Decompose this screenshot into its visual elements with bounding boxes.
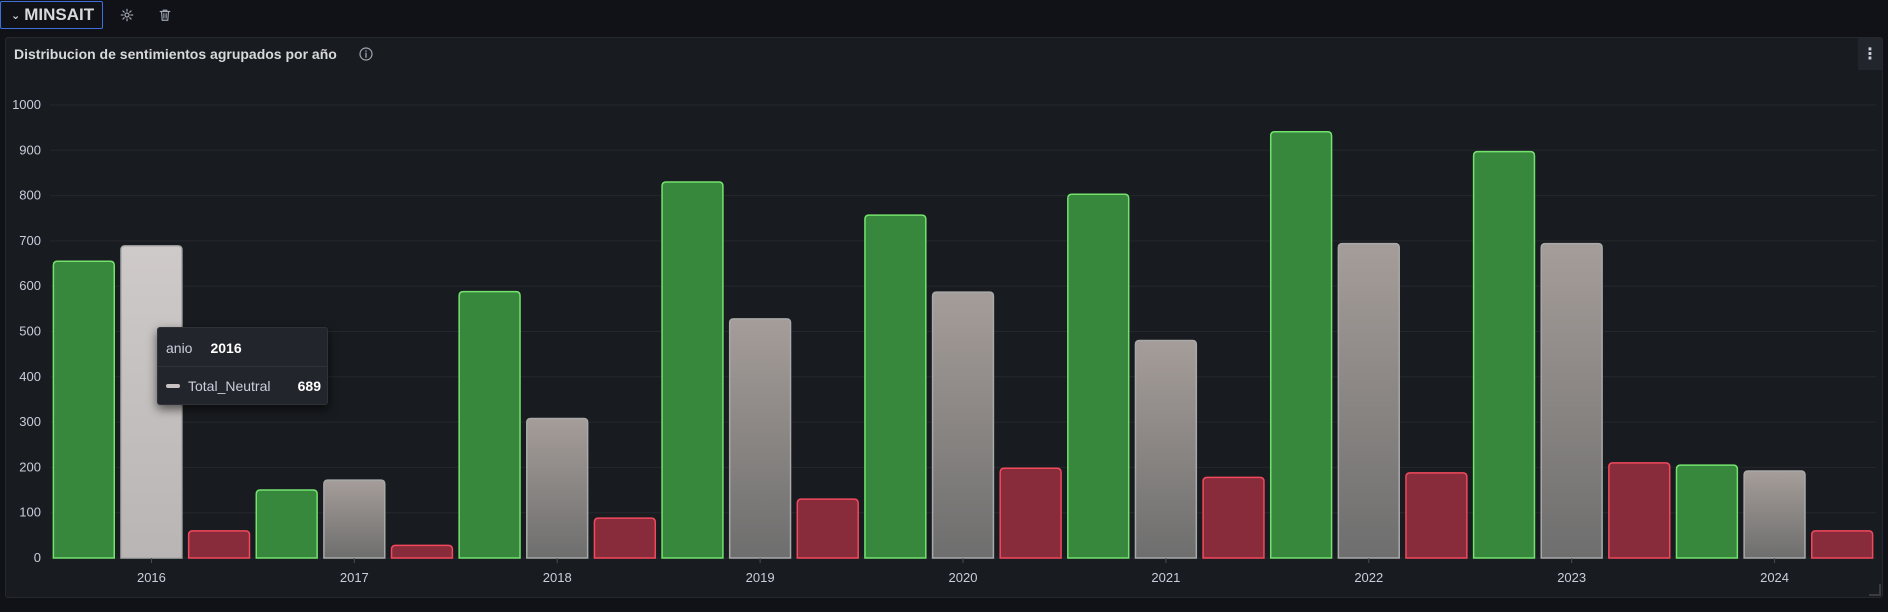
series-swatch (166, 384, 180, 388)
gear-icon[interactable] (113, 1, 141, 29)
y-tick-label: 0 (34, 550, 41, 565)
bar-positive (52, 260, 115, 559)
tooltip-x-label: anio (166, 340, 193, 356)
y-tick-label: 1000 (12, 97, 41, 112)
bar-positive (1472, 150, 1536, 559)
chart-panel: Distribucion de sentimientos agrupados p… (5, 37, 1883, 598)
x-tick-label: 2020 (949, 570, 978, 585)
x-tick-label: 2021 (1151, 570, 1180, 585)
bar-neutral (1540, 242, 1603, 559)
bar-positive (1675, 464, 1739, 559)
bar-negative (999, 467, 1062, 559)
bar-positive (864, 214, 927, 559)
x-tick-label: 2023 (1557, 570, 1586, 585)
trash-icon[interactable] (151, 1, 179, 29)
info-icon[interactable] (358, 46, 374, 62)
bar-neutral (526, 417, 589, 559)
x-tick-label: 2017 (340, 570, 369, 585)
bar-negative (1202, 476, 1265, 559)
tooltip-divider (158, 366, 327, 367)
bar-neutral (1743, 470, 1806, 559)
chart-tooltip: anio 2016 Total_Neutral 689 (157, 327, 328, 405)
bar-positive (458, 290, 521, 559)
x-tick-label: 2016 (137, 570, 166, 585)
y-tick-label: 800 (19, 188, 41, 203)
bar-negative (1608, 462, 1671, 559)
x-tick-label: 2022 (1354, 570, 1383, 585)
tooltip-series-row: Total_Neutral 689 (166, 378, 321, 394)
bar-neutral (1337, 242, 1400, 559)
kebab-menu-icon[interactable]: ⋮ (1858, 38, 1882, 70)
y-tick-label: 100 (19, 505, 41, 520)
bar-positive (1067, 193, 1130, 559)
y-tick-label: 600 (19, 278, 41, 293)
y-tick-label: 300 (19, 414, 41, 429)
bar-negative (796, 498, 859, 559)
bar-neutral (1134, 339, 1198, 559)
y-tick-label: 200 (19, 459, 41, 474)
x-tick-label: 2024 (1760, 570, 1789, 585)
row-title: MINSAIT (24, 5, 95, 24)
x-tick-label: 2019 (746, 570, 775, 585)
tooltip-header: anio 2016 (166, 340, 242, 356)
y-tick-label: 500 (19, 324, 41, 339)
row-collapse-toggle[interactable]: ⌄ MINSAIT (0, 1, 104, 29)
bar-negative (1811, 530, 1874, 559)
chevron-down-icon: ⌄ (11, 9, 21, 22)
bar-positive (661, 181, 724, 559)
tooltip-series-label: Total_Neutral (188, 378, 271, 394)
bar-neutral (728, 318, 792, 559)
x-tick-label: 2018 (543, 570, 572, 585)
tooltip-x-value: 2016 (210, 340, 242, 356)
y-tick-label: 400 (19, 369, 41, 384)
bar-negative (187, 530, 251, 559)
bar-negative (1405, 472, 1468, 559)
resize-handle[interactable] (1869, 584, 1881, 596)
bar-neutral (323, 479, 386, 559)
tooltip-series-value: 689 (297, 378, 321, 394)
bar-positive (255, 489, 318, 559)
bar-chart: 0 100 200 300 400 500 600 700 800 900 1000 2016 2017… (12, 97, 1876, 585)
bar-negative (390, 544, 454, 559)
row-header: ⌄ MINSAIT (0, 0, 1888, 30)
y-tick-label: 900 (19, 142, 41, 157)
y-tick-label: 700 (19, 233, 41, 248)
bar-neutral (120, 245, 183, 559)
bar-negative (593, 517, 657, 559)
bar-positive (1269, 130, 1333, 559)
bar-neutral (931, 291, 995, 559)
panel-title: Distribucion de sentimientos agrupados p… (14, 46, 337, 62)
